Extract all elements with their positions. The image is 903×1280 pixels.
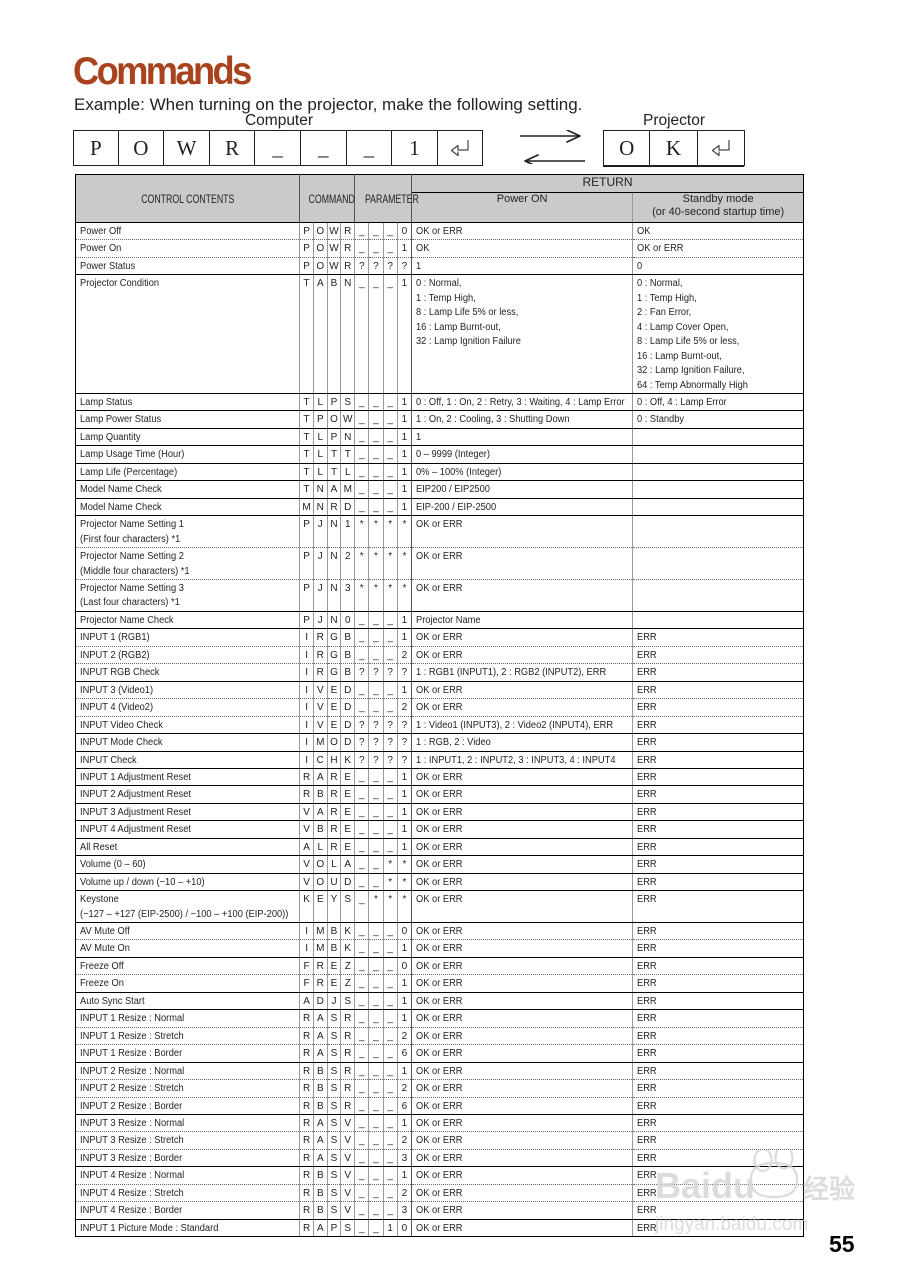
- svg-text:jingyan.baidu.com: jingyan.baidu.com: [655, 1214, 808, 1235]
- svg-text:经验: 经验: [803, 1174, 855, 1204]
- svg-text:Baidu: Baidu: [655, 1165, 755, 1206]
